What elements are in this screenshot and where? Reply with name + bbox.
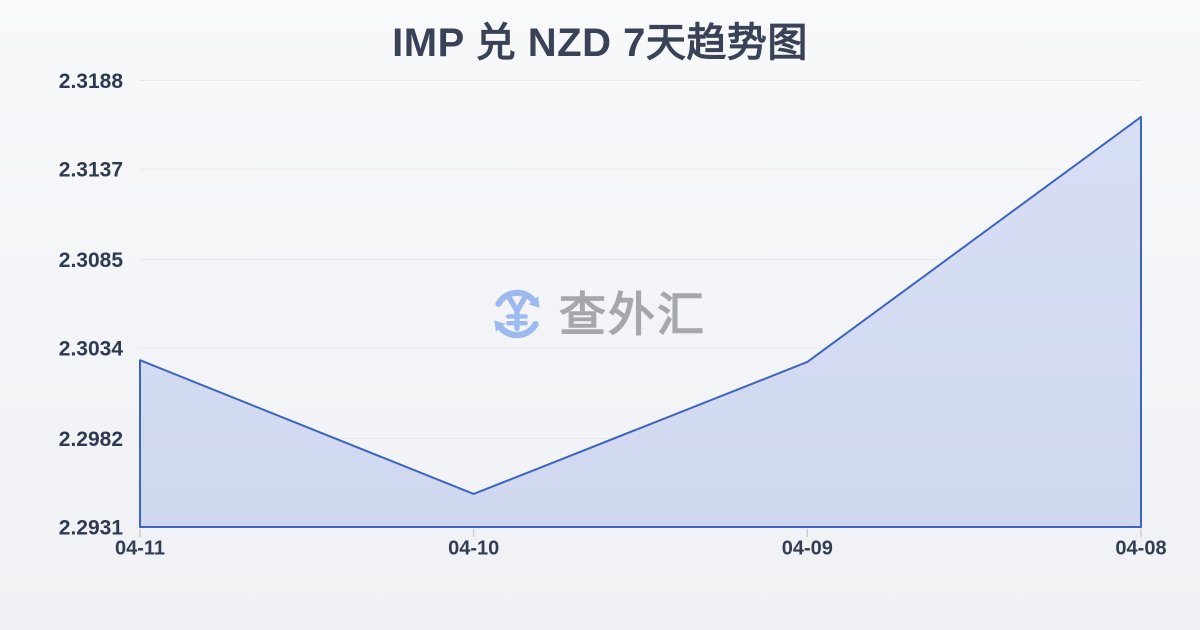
y-axis-label: 2.3188 [59,70,124,93]
y-axis-label: 2.2982 [59,428,123,451]
x-axis-label: 04-10 [448,538,499,560]
x-axis-label: 04-11 [115,538,165,560]
x-axis-label: 04-09 [782,538,833,560]
x-axis-label: 04-08 [1115,538,1166,560]
y-axis-label: 2.3034 [59,338,124,361]
area-series [139,115,1142,528]
y-axis-label: 2.3137 [59,159,123,182]
y-axis-label: 2.2931 [59,517,124,540]
y-axis-label: 2.3085 [59,249,124,272]
chart-title: IMP 兑 NZD 7天趋势图 [392,21,808,65]
